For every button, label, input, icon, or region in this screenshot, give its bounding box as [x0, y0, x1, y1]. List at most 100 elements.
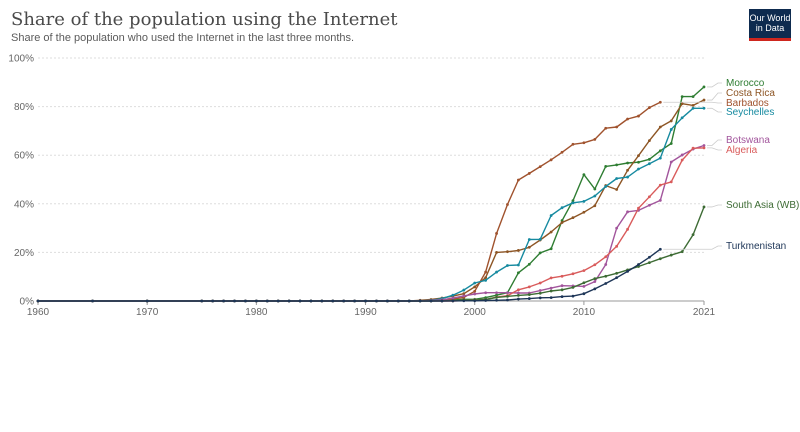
data-point [233, 299, 236, 303]
data-point [560, 221, 564, 224]
series-label[interactable]: Barbados [726, 98, 769, 109]
owid-logo[interactable]: Our World in Data [749, 9, 791, 41]
data-point [615, 125, 619, 129]
data-point [287, 299, 291, 303]
x-tick-label: 1990 [354, 307, 377, 318]
series-seychelles[interactable] [36, 106, 706, 303]
data-point [648, 195, 651, 199]
series-line [38, 206, 705, 302]
data-point [604, 164, 608, 168]
series-line [38, 107, 704, 302]
data-point [702, 98, 706, 102]
series-label[interactable]: Turkmenistan [726, 241, 786, 252]
data-point [702, 146, 706, 150]
data-point [615, 271, 619, 275]
label-connector [707, 139, 722, 146]
data-point [484, 291, 488, 295]
data-point [571, 199, 575, 203]
chart-title: Share of the population using the Intern… [11, 9, 398, 30]
data-point [571, 285, 575, 289]
data-point [516, 271, 520, 275]
series-label[interactable]: Morocco [726, 78, 765, 89]
data-point [538, 281, 542, 285]
data-point [91, 299, 94, 303]
series-south-asia-wb[interactable] [36, 205, 706, 303]
data-point [571, 216, 575, 220]
data-point [320, 299, 324, 303]
y-tick-label: 60% [14, 151, 34, 162]
data-point [604, 282, 608, 285]
series-label[interactable]: Seychelles [726, 107, 774, 118]
data-point [648, 139, 651, 143]
series-label[interactable]: Botswana [726, 135, 770, 146]
data-point [364, 299, 367, 303]
data-point [669, 119, 673, 123]
data-point [506, 264, 509, 267]
series-label[interactable]: South Asia (WB) [726, 200, 799, 211]
series-label[interactable]: Costa Rica [726, 88, 775, 99]
data-point [473, 299, 477, 303]
data-point [560, 288, 564, 292]
series-line [38, 86, 705, 302]
series-line [38, 248, 661, 302]
grid-lines [38, 57, 704, 253]
data-point [549, 214, 553, 217]
series-barbados[interactable] [36, 100, 662, 303]
data-point [462, 294, 466, 298]
data-point [527, 293, 531, 297]
series-turkmenistan[interactable] [36, 247, 662, 303]
data-point [495, 270, 498, 274]
x-axis-ticks: 1960 1970 1980 1990 2000 2010 2021 [27, 301, 716, 318]
data-point [451, 296, 455, 300]
data-point [538, 296, 542, 300]
data-point [462, 292, 466, 296]
data-point [506, 291, 509, 295]
series-algeria[interactable] [36, 146, 706, 303]
data-point [593, 263, 597, 267]
data-point [451, 293, 455, 297]
x-tick-label: 2010 [573, 307, 596, 318]
data-point [484, 299, 488, 302]
data-point [680, 158, 684, 162]
label-connector [707, 147, 722, 151]
data-point [571, 272, 575, 276]
data-point [615, 188, 619, 191]
data-point [702, 205, 706, 209]
data-point [560, 219, 564, 222]
data-point [516, 249, 520, 252]
data-point [669, 142, 673, 145]
data-point [637, 160, 640, 164]
data-point [484, 296, 488, 299]
x-tick-label: 2021 [693, 307, 716, 318]
data-point [691, 106, 695, 110]
data-point [254, 299, 258, 303]
data-point [495, 298, 498, 302]
data-point [309, 299, 313, 303]
data-point [560, 295, 564, 299]
data-point [222, 299, 226, 303]
data-point [669, 128, 673, 131]
series-label[interactable]: Algeria [726, 145, 758, 156]
data-point [36, 299, 40, 303]
series-morocco[interactable] [36, 85, 706, 303]
y-tick-label: 80% [14, 102, 34, 113]
data-point [593, 187, 597, 191]
data-point [538, 251, 542, 255]
data-point [484, 270, 488, 274]
data-point [473, 281, 477, 285]
series-lines [36, 85, 706, 303]
data-point [462, 299, 466, 303]
x-tick-label: 1980 [245, 307, 268, 318]
data-point [648, 157, 651, 161]
data-point [680, 153, 684, 157]
data-point [702, 106, 706, 110]
data-point [658, 100, 662, 104]
data-point [648, 162, 651, 166]
data-point [495, 291, 498, 295]
data-point [200, 299, 204, 303]
data-point [648, 261, 651, 265]
data-point [527, 297, 531, 300]
data-point [298, 299, 302, 303]
data-point [527, 262, 531, 266]
data-point [549, 286, 553, 290]
